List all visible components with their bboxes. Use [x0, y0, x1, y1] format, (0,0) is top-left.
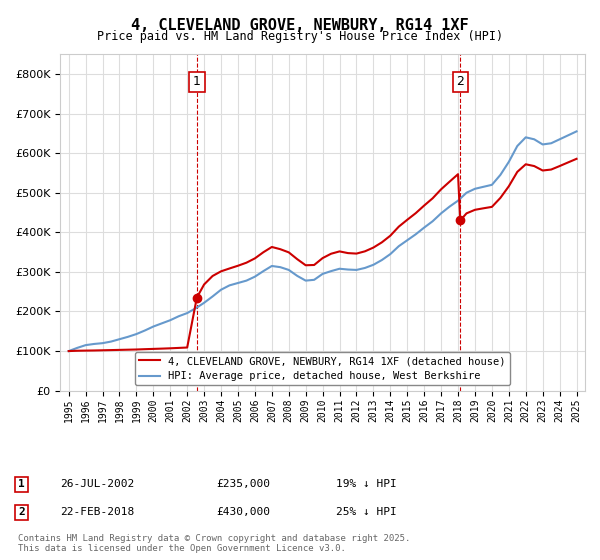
Text: 4, CLEVELAND GROVE, NEWBURY, RG14 1XF: 4, CLEVELAND GROVE, NEWBURY, RG14 1XF — [131, 18, 469, 33]
Text: 2: 2 — [18, 507, 25, 517]
Legend: 4, CLEVELAND GROVE, NEWBURY, RG14 1XF (detached house), HPI: Average price, deta: 4, CLEVELAND GROVE, NEWBURY, RG14 1XF (d… — [135, 352, 510, 385]
Text: 26-JUL-2002: 26-JUL-2002 — [60, 479, 134, 489]
Text: 19% ↓ HPI: 19% ↓ HPI — [336, 479, 397, 489]
Text: Contains HM Land Registry data © Crown copyright and database right 2025.
This d: Contains HM Land Registry data © Crown c… — [18, 534, 410, 553]
Text: £430,000: £430,000 — [216, 507, 270, 517]
Text: Price paid vs. HM Land Registry's House Price Index (HPI): Price paid vs. HM Land Registry's House … — [97, 30, 503, 43]
Text: 1: 1 — [18, 479, 25, 489]
Text: 2: 2 — [457, 76, 464, 88]
Text: 22-FEB-2018: 22-FEB-2018 — [60, 507, 134, 517]
Text: £235,000: £235,000 — [216, 479, 270, 489]
Text: 1: 1 — [193, 76, 201, 88]
Text: 25% ↓ HPI: 25% ↓ HPI — [336, 507, 397, 517]
